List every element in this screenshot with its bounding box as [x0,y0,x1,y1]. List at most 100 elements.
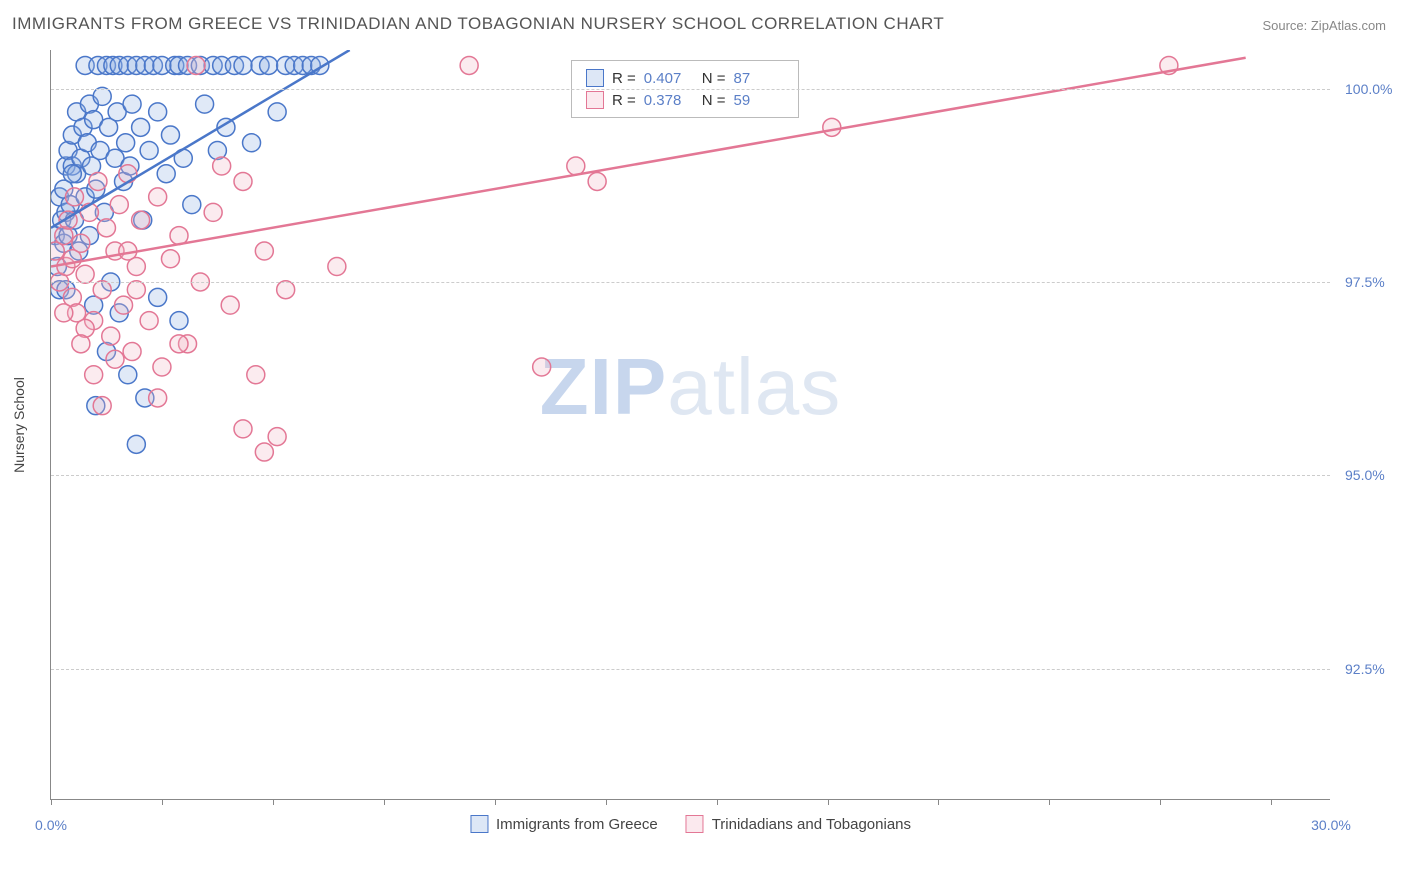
scatter-point [97,219,115,237]
x-tick [1271,799,1272,805]
x-tick [606,799,607,805]
scatter-point [204,203,222,221]
legend-row-trinidad: R = 0.378 N = 59 [586,89,784,111]
x-tick [828,799,829,805]
legend-item-greece: Immigrants from Greece [470,815,658,833]
legend-item-trinidad: Trinidadians and Tobagonians [686,815,911,833]
plot-region: ZIPatlas R = 0.407 N = 87 R = 0.378 N = … [50,50,1330,800]
legend-label-trinidad: Trinidadians and Tobagonians [712,816,911,833]
scatter-point [328,257,346,275]
series-legend: Immigrants from Greece Trinidadians and … [470,815,911,833]
scatter-point [247,366,265,384]
scatter-point [255,443,273,461]
x-axis-label: 30.0% [1311,817,1351,833]
n-value-greece: 87 [734,70,784,87]
scatter-point [140,142,158,160]
scatter-point [183,196,201,214]
scatter-point [149,288,167,306]
scatter-point [140,312,158,330]
scatter-point [149,389,167,407]
scatter-point [823,118,841,136]
scatter-point [234,56,252,74]
scatter-point [567,157,585,175]
scatter-point [93,397,111,415]
scatter-point [123,95,141,113]
grid-line [51,475,1330,476]
scatter-point [196,95,214,113]
scatter-point [85,366,103,384]
scatter-point [268,103,286,121]
swatch-trinidad-bottom [686,815,704,833]
scatter-point [55,304,73,322]
scatter-point [260,56,278,74]
x-axis-label: 0.0% [35,817,67,833]
scatter-point [255,242,273,260]
x-tick [384,799,385,805]
scatter-point [72,335,90,353]
legend-row-greece: R = 0.407 N = 87 [586,67,784,89]
n-value-trinidad: 59 [734,92,784,109]
scatter-point [268,428,286,446]
scatter-point [93,281,111,299]
scatter-point [161,250,179,268]
scatter-point [89,172,107,190]
scatter-point [115,296,133,314]
chart-container: IMMIGRANTS FROM GREECE VS TRINIDADIAN AN… [0,0,1406,892]
scatter-point [119,165,137,183]
scatter-point [533,358,551,376]
scatter-point [65,188,83,206]
y-tick-label: 97.5% [1345,274,1385,290]
scatter-point [110,196,128,214]
scatter-point [277,281,295,299]
scatter-point [187,56,205,74]
scatter-point [102,327,120,345]
r-value-greece: 0.407 [644,70,694,87]
x-tick [162,799,163,805]
scatter-point [132,211,150,229]
swatch-trinidad [586,91,604,109]
scatter-point [157,165,175,183]
x-tick [1160,799,1161,805]
scatter-point [76,265,94,283]
swatch-greece-bottom [470,815,488,833]
chart-title: IMMIGRANTS FROM GREECE VS TRINIDADIAN AN… [12,14,944,34]
x-tick [1049,799,1050,805]
scatter-point [123,343,141,361]
scatter-point [234,172,252,190]
scatter-point [93,87,111,105]
scatter-point [153,358,171,376]
scatter-svg [51,50,1331,800]
grid-line [51,282,1330,283]
y-tick-label: 100.0% [1345,81,1392,97]
x-tick [273,799,274,805]
chart-area: ZIPatlas R = 0.407 N = 87 R = 0.378 N = … [50,50,1350,800]
swatch-greece [586,69,604,87]
source-attribution: Source: ZipAtlas.com [1262,18,1386,33]
x-tick [938,799,939,805]
scatter-point [149,188,167,206]
r-value-trinidad: 0.378 [644,92,694,109]
y-tick-label: 95.0% [1345,467,1385,483]
scatter-point [161,126,179,144]
scatter-point [221,296,239,314]
scatter-point [63,165,81,183]
scatter-point [119,366,137,384]
y-tick-label: 92.5% [1345,661,1385,677]
x-tick [717,799,718,805]
scatter-point [132,118,150,136]
scatter-point [170,335,188,353]
scatter-point [127,281,145,299]
scatter-point [460,56,478,74]
scatter-point [117,134,135,152]
scatter-point [106,350,124,368]
scatter-point [234,420,252,438]
y-axis-title: Nursery School [11,377,27,473]
grid-line [51,669,1330,670]
scatter-point [149,103,167,121]
x-tick [51,799,52,805]
legend-label-greece: Immigrants from Greece [496,816,658,833]
scatter-point [243,134,261,152]
scatter-point [588,172,606,190]
scatter-point [213,157,231,175]
grid-line [51,89,1330,90]
